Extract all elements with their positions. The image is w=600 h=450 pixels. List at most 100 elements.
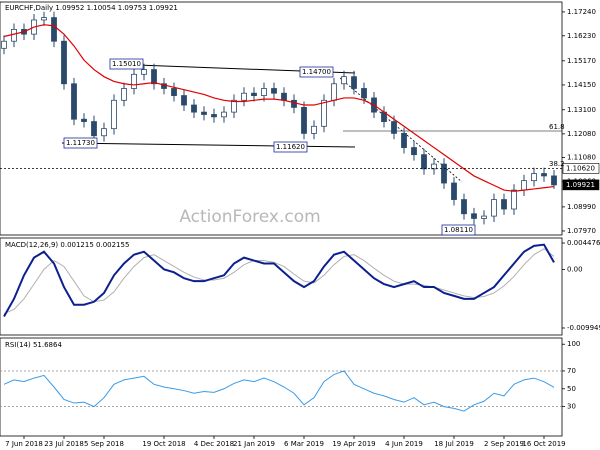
candle-body (61, 40, 67, 85)
candle-body (191, 104, 197, 113)
price-label: 1.09921 (566, 181, 595, 189)
candle-body (201, 111, 207, 115)
price-label-box (562, 163, 600, 174)
y-tick-label: 1.16230 (567, 32, 596, 40)
candle-body (311, 125, 317, 134)
candle-body (461, 199, 467, 215)
x-tick-label: 23 Jul 2018 (44, 440, 84, 448)
x-tick-label: 21 Jan 2019 (233, 440, 275, 448)
rsi-title: RSI(14) 51.6864 (5, 341, 62, 349)
candle-body (251, 92, 257, 96)
y-tick-label: 50 (567, 385, 576, 393)
x-tick-label: 6 Mar 2019 (284, 440, 324, 448)
candle-body (101, 128, 107, 137)
annotation: 38.2 (549, 160, 565, 168)
candle-body (481, 215, 487, 219)
x-tick-label: 4 Jun 2019 (385, 440, 423, 448)
candle-body (341, 76, 347, 85)
candle-body (391, 121, 397, 134)
candle-body (261, 88, 267, 96)
candle-body (331, 83, 337, 101)
annotation-box (273, 141, 308, 153)
candle-body (81, 118, 87, 122)
candle-body (541, 173, 547, 177)
candle-body (151, 69, 157, 85)
y-tick-label: 1.17240 (567, 8, 596, 16)
candle-body (361, 88, 367, 99)
x-tick-label: 19 Apr 2019 (332, 440, 375, 448)
candle-body (291, 99, 297, 108)
y-tick-label: 0.00 (567, 265, 583, 273)
x-tick-label: 4 Dec 2018 (194, 440, 234, 448)
candle-body (421, 154, 427, 170)
candle-body (121, 88, 127, 101)
annotation: 1.14700 (302, 68, 331, 76)
candle-body (231, 99, 237, 113)
candle-body (451, 182, 457, 200)
annotation: 1.11730 (66, 139, 95, 147)
price-panel (0, 1, 563, 236)
y-tick-label: 1.15170 (567, 57, 596, 65)
line-series (3, 243, 555, 317)
watermark: ActionForex.com (179, 207, 320, 227)
y-tick-label: 1.07970 (567, 227, 596, 235)
annotation: 1.08110 (444, 226, 473, 234)
candle-body (41, 17, 47, 21)
annotation-box (441, 224, 476, 236)
candle-body (281, 92, 287, 101)
candle-body (241, 92, 247, 101)
macd-panel (0, 237, 563, 336)
candle-body (411, 147, 417, 156)
candle-body (51, 17, 57, 42)
candle-body (491, 199, 497, 217)
y-tick-label: 1.13100 (567, 106, 596, 114)
annotation: 1.15010 (112, 60, 141, 68)
y-tick-label: 70 (567, 367, 576, 375)
candle-body (271, 88, 277, 94)
annotation-box (63, 137, 98, 149)
x-tick-label: 7 Jun 2018 (5, 440, 43, 448)
candle-body (521, 180, 527, 191)
candle-body (1, 40, 7, 49)
trend-line (61, 142, 356, 148)
candle-body (111, 99, 117, 130)
y-tick-label: 30 (567, 403, 576, 411)
price-label: 1.10620 (566, 164, 595, 172)
y-tick-label: -0.009949 (567, 324, 600, 332)
y-tick-label: 1.14150 (567, 81, 596, 89)
macd-title: MACD(12,26,9) 0.001215 0.002155 (5, 241, 129, 249)
price-label-box (562, 179, 600, 191)
y-tick-label: 100 (567, 340, 580, 348)
candle-body (531, 173, 537, 182)
candle-body (71, 83, 77, 120)
rsi-panel (0, 337, 563, 437)
candle-body (221, 111, 227, 118)
candle-body (181, 95, 187, 106)
candle-body (351, 76, 357, 89)
y-tick-label: 1.11080 (567, 153, 596, 161)
candle-body (501, 199, 507, 210)
price-title: EURCHF,Daily 1.09952 1.10054 1.09753 1.0… (5, 4, 178, 12)
candle-body (551, 175, 557, 186)
candle-body (11, 29, 17, 42)
annotation: 1.11620 (276, 143, 305, 151)
x-tick-label: 16 Oct 2019 (522, 440, 565, 448)
candle-body (301, 106, 307, 134)
candle-body (321, 99, 327, 127)
y-tick-label: 1.12080 (567, 130, 596, 138)
candle-body (211, 114, 217, 118)
candle-body (141, 69, 147, 75)
x-tick-label: 18 Jul 2019 (434, 440, 474, 448)
annotation: 61.8 (549, 123, 565, 131)
candle-body (511, 189, 517, 210)
candle-body (431, 163, 437, 170)
annotation-box (109, 58, 144, 70)
x-tick-label: 2 Sep 2019 (484, 440, 524, 448)
candle-body (131, 73, 137, 89)
candle-body (441, 163, 447, 184)
annotation-box (299, 66, 334, 78)
x-tick-label: 19 Oct 2018 (142, 440, 185, 448)
line-series (3, 24, 555, 192)
